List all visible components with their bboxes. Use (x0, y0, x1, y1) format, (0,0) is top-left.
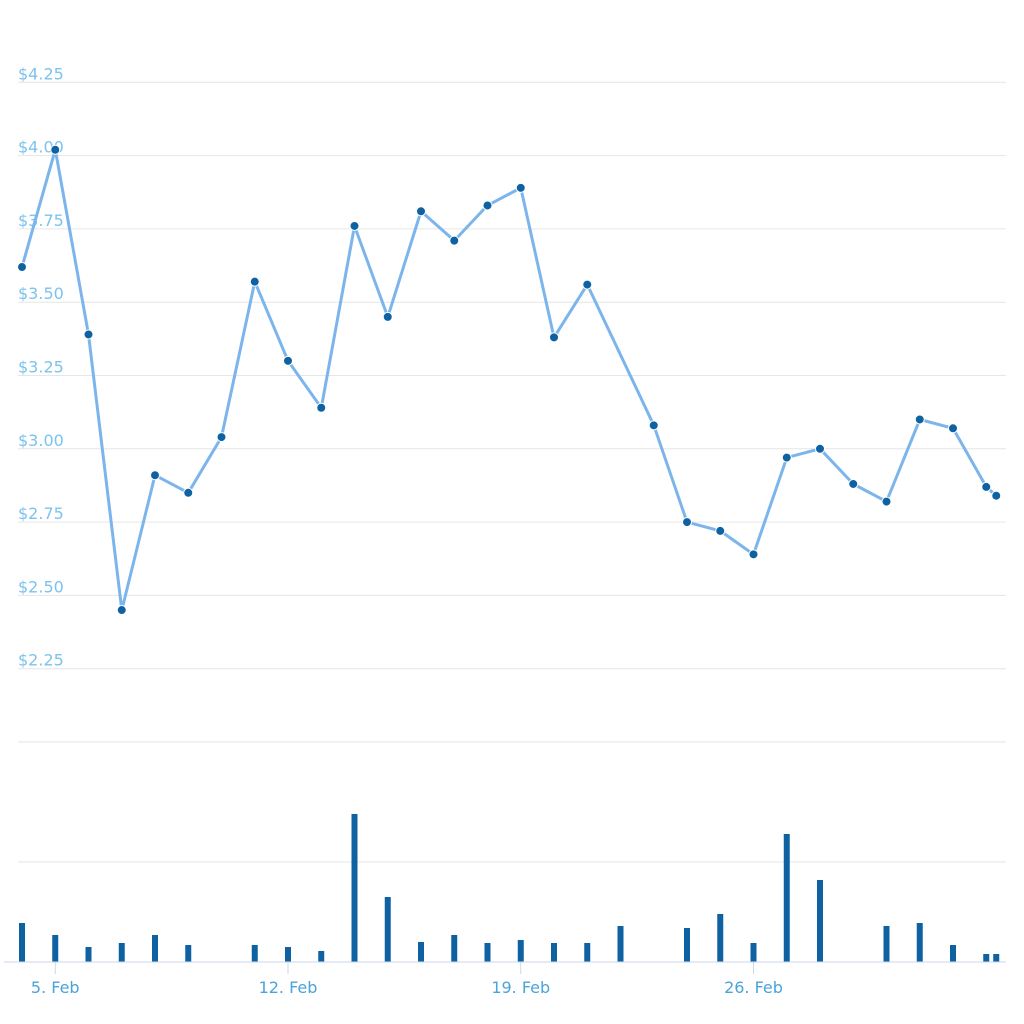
volume-bar (817, 880, 823, 962)
volume-bar (251, 945, 258, 962)
volume-bar (351, 814, 358, 962)
volume-bars (19, 814, 1000, 962)
volume-bar (883, 926, 890, 962)
price-point (116, 605, 127, 616)
x-axis: 5. Feb 12. Feb 19. Feb 26. Feb (4, 961, 1006, 997)
volume-bar (85, 947, 92, 962)
price-point (981, 481, 992, 492)
price-point (349, 220, 360, 231)
price-point (582, 279, 593, 290)
volume-bar (384, 897, 391, 962)
volume-bar (717, 914, 724, 962)
x-tick-label: 19. Feb (491, 978, 550, 997)
price-point (83, 329, 94, 340)
price-point (17, 262, 27, 273)
price-point (881, 496, 892, 507)
price-point (748, 549, 759, 560)
price-point (781, 452, 792, 463)
price-point (150, 470, 160, 481)
price-gridlines (18, 81, 1006, 743)
y-tick-label: $4.25 (18, 64, 64, 83)
volume-bar (451, 935, 458, 962)
volume-bar (950, 945, 956, 962)
y-tick-label: $3.50 (18, 284, 64, 303)
volume-bar (318, 951, 325, 962)
price-point (848, 478, 859, 489)
x-tick-label: 26. Feb (724, 978, 783, 997)
volume-bar (783, 834, 790, 962)
price-point (549, 332, 559, 343)
price-point (515, 182, 526, 193)
volume-bar (584, 943, 591, 962)
price-series (17, 144, 1002, 616)
price-point (991, 490, 1002, 501)
price-point (50, 144, 61, 155)
volume-bar (551, 943, 557, 962)
y-tick-label: $3.00 (18, 431, 64, 450)
y-tick-label: $2.50 (18, 577, 64, 596)
volume-bar (185, 945, 192, 962)
volume-bar (983, 954, 990, 962)
price-point (449, 235, 460, 246)
price-point (682, 517, 692, 528)
price-point (648, 420, 659, 431)
price-point (416, 206, 426, 217)
volume-bar (517, 940, 524, 962)
price-point (283, 355, 293, 366)
volume-bar (993, 954, 1000, 962)
x-tick-label: 5. Feb (31, 978, 80, 997)
price-point (815, 443, 825, 454)
price-point (914, 414, 925, 425)
volume-bar (19, 923, 25, 962)
y-tick-label: $3.25 (18, 358, 64, 377)
volume-bar (52, 935, 59, 962)
price-point (183, 487, 194, 498)
volume-bar (916, 923, 923, 962)
price-point (216, 432, 227, 443)
volume-bar (750, 943, 757, 962)
price-point (715, 525, 726, 536)
volume-bar (617, 926, 624, 962)
price-point (382, 311, 393, 322)
volume-bar (152, 935, 158, 962)
volume-bar (484, 943, 491, 962)
y-tick-label: $2.75 (18, 504, 64, 523)
volume-bar (118, 943, 125, 962)
volume-bar (418, 942, 424, 962)
price-y-axis-labels: $2.25$2.50$2.75$3.00$3.25$3.50$3.75$4.00… (18, 64, 64, 669)
price-point (316, 402, 327, 413)
price-point (948, 423, 958, 434)
price-point (482, 200, 493, 211)
price-point (249, 276, 260, 287)
y-tick-label: $3.75 (18, 211, 64, 230)
volume-bar (684, 928, 690, 962)
x-tick-label: 12. Feb (259, 978, 318, 997)
y-tick-label: $2.25 (18, 651, 64, 670)
price-line (20, 148, 998, 612)
volume-bar (285, 947, 291, 962)
